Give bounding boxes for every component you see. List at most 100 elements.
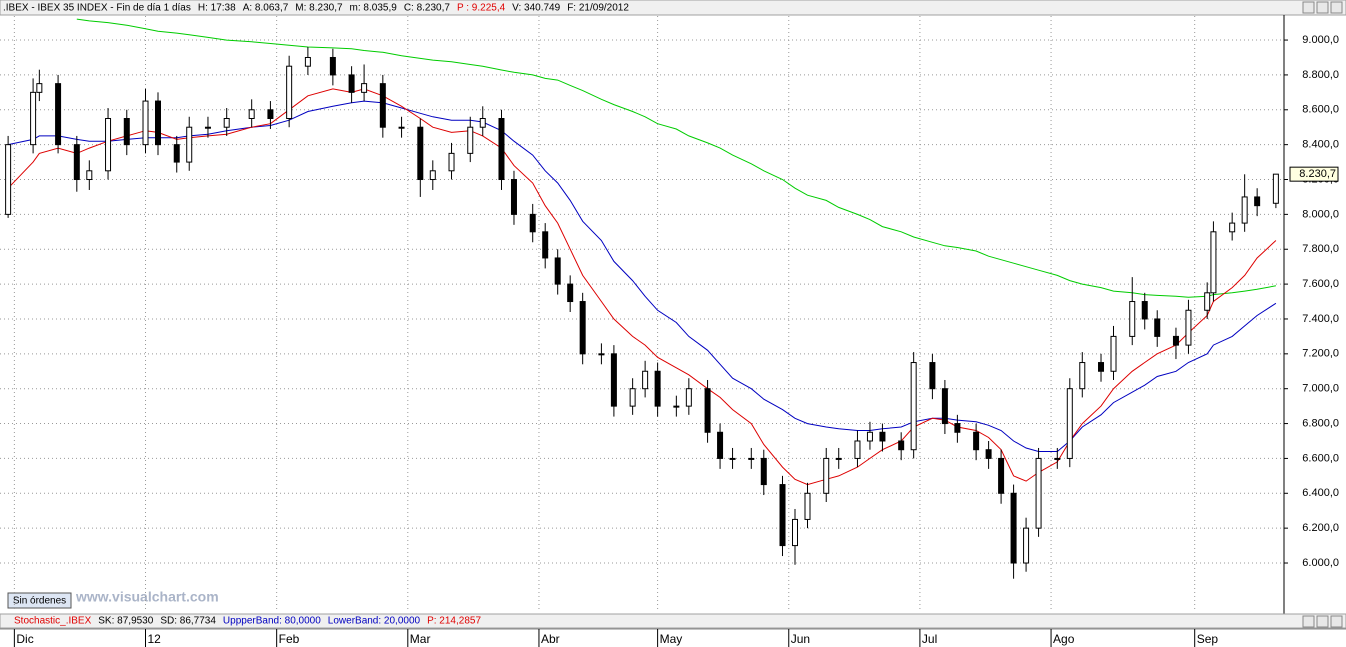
- orders-button[interactable]: Sin órdenes: [7, 592, 72, 609]
- moving-average-line: [76, 18, 1276, 298]
- candle-body: [142, 100, 149, 146]
- candle-body: [379, 83, 386, 128]
- candle-body: [1229, 222, 1236, 233]
- candle: [941, 379, 948, 435]
- candle: [998, 449, 1005, 504]
- candle-body: [1110, 335, 1117, 372]
- close-button[interactable]: [1330, 615, 1343, 628]
- candle-body: [866, 431, 873, 442]
- candle: [267, 101, 274, 129]
- candle-body: [429, 170, 436, 181]
- candle: [379, 74, 386, 138]
- indicator-item: Stochastic_.IBEX: [14, 616, 92, 627]
- candle-body: [204, 126, 211, 129]
- candle: [142, 88, 149, 154]
- candle-body: [105, 118, 112, 172]
- candle-body: [1129, 301, 1136, 337]
- moving-average-line: [7, 100, 1277, 452]
- candle: [417, 118, 424, 197]
- candle-body: [717, 431, 724, 459]
- candle: [204, 116, 211, 138]
- candle: [1204, 282, 1211, 319]
- watermark: www.visualchart.com: [75, 589, 219, 605]
- candle-body: [417, 126, 424, 181]
- candle: [448, 142, 455, 180]
- candle-body: [55, 83, 62, 146]
- candle: [186, 116, 193, 171]
- candle-body: [804, 492, 811, 520]
- candle-body: [36, 83, 43, 93]
- candle: [123, 109, 130, 156]
- x-tick-label: Ago: [1053, 632, 1075, 646]
- candle-body: [1272, 173, 1279, 204]
- maximize-button[interactable]: [1316, 615, 1329, 628]
- header-bar: [0, 0, 1346, 16]
- candle-body: [467, 126, 474, 154]
- candle-body: [973, 431, 980, 451]
- x-tick-label: 12: [148, 632, 162, 646]
- candle-body: [567, 283, 574, 303]
- y-tick-label: 8.800,0: [1302, 69, 1339, 81]
- candle-body: [685, 388, 692, 407]
- candle: [929, 353, 936, 400]
- candle-body: [610, 353, 617, 407]
- candle-body: [729, 457, 736, 460]
- header-item: C: 8.230,7: [404, 3, 451, 14]
- y-tick-label: 8.400,0: [1302, 139, 1339, 151]
- candle: [629, 378, 636, 415]
- y-tick-label: 6.200,0: [1302, 522, 1339, 534]
- candle: [498, 109, 505, 190]
- candle: [804, 482, 811, 529]
- candle: [223, 108, 230, 136]
- candle-body: [1098, 362, 1105, 372]
- candle: [173, 135, 180, 173]
- x-tick-label: Sep: [1197, 632, 1219, 646]
- button-frame[interactable]: [7, 592, 72, 609]
- window-buttons: [1302, 1, 1343, 14]
- candle: [329, 48, 336, 86]
- candle-body: [579, 301, 586, 355]
- candle-body: [267, 109, 274, 120]
- candle-body: [186, 126, 193, 163]
- candle-body: [1066, 388, 1073, 459]
- candle-body: [1035, 457, 1042, 529]
- candle: [1254, 188, 1261, 217]
- indicator-item: SD: 86,7734: [160, 616, 216, 627]
- candle: [973, 423, 980, 461]
- candle-body: [835, 457, 842, 460]
- candle-body: [361, 83, 368, 93]
- candle: [479, 106, 486, 136]
- indicator-item: UppperBand: 80,0000: [223, 616, 321, 627]
- candle: [55, 74, 62, 154]
- candle: [866, 421, 873, 450]
- candle-body: [542, 231, 549, 259]
- candle-body: [1172, 335, 1179, 346]
- candle-body: [941, 388, 948, 425]
- candle-body: [954, 423, 961, 433]
- candle: [1172, 327, 1179, 360]
- candle-body: [748, 457, 755, 460]
- close-button[interactable]: [1330, 1, 1343, 14]
- maximize-button[interactable]: [1316, 1, 1329, 14]
- candle: [1054, 447, 1061, 469]
- candle: [1098, 353, 1105, 382]
- candle: [361, 64, 368, 102]
- candle: [567, 275, 574, 312]
- candle: [1129, 277, 1136, 346]
- candle-body: [929, 362, 936, 390]
- x-tick-label: Feb: [279, 632, 300, 646]
- candle: [155, 92, 162, 156]
- candle: [1035, 447, 1042, 537]
- y-tick-label: 6.600,0: [1302, 452, 1339, 464]
- candle: [529, 203, 536, 243]
- candle: [748, 447, 755, 469]
- button-label[interactable]: Sin órdenes: [13, 596, 66, 607]
- header-item: A: 8.063,7: [243, 3, 289, 14]
- candle-body: [1141, 301, 1148, 320]
- minimize-button[interactable]: [1302, 615, 1315, 628]
- candle-body: [510, 179, 517, 215]
- header-item: P : 9.225,4: [457, 3, 506, 14]
- header-item: m: 8.035,9: [350, 3, 398, 14]
- minimize-button[interactable]: [1302, 1, 1315, 14]
